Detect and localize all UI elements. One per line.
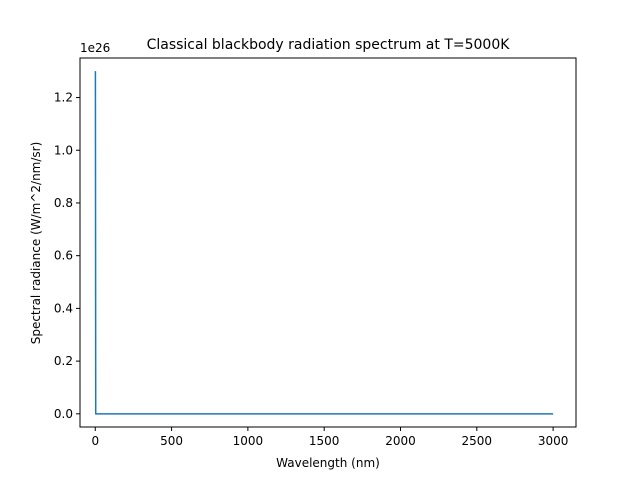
y-tick-label: 1.0 bbox=[54, 143, 73, 157]
x-tick-label: 500 bbox=[160, 434, 183, 448]
series-line bbox=[94, 71, 554, 415]
y-offset-label: 1e26 bbox=[80, 41, 110, 55]
y-tick-label: 0.2 bbox=[54, 354, 73, 368]
y-tick-label: 1.2 bbox=[54, 91, 73, 105]
y-tick-label: 0.6 bbox=[54, 249, 73, 263]
x-tick-label: 3000 bbox=[538, 434, 569, 448]
y-axis-label: Spectral radiance (W/m^2/nm/sr) bbox=[29, 142, 43, 345]
x-tick-label: 2000 bbox=[385, 434, 416, 448]
chart-title: Classical blackbody radiation spectrum a… bbox=[147, 37, 511, 53]
x-tick-label: 1500 bbox=[309, 434, 340, 448]
series-layer bbox=[94, 71, 554, 415]
x-tick-label: 1000 bbox=[233, 434, 264, 448]
x-tick-label: 2500 bbox=[462, 434, 493, 448]
x-axis-ticks: 0 500 1000 1500 2000 2500 3000 bbox=[91, 427, 568, 448]
x-axis-label: Wavelength (nm) bbox=[276, 456, 380, 470]
y-tick-label: 0.4 bbox=[54, 301, 73, 315]
plot-frame bbox=[79, 57, 577, 428]
x-tick-label: 0 bbox=[91, 434, 99, 448]
y-tick-label: 0.0 bbox=[54, 407, 73, 421]
plot-background bbox=[80, 58, 576, 427]
y-tick-label: 0.8 bbox=[54, 196, 73, 210]
y-axis-ticks: 0.0 0.2 0.4 0.6 0.8 1.0 1.2 bbox=[54, 91, 80, 421]
